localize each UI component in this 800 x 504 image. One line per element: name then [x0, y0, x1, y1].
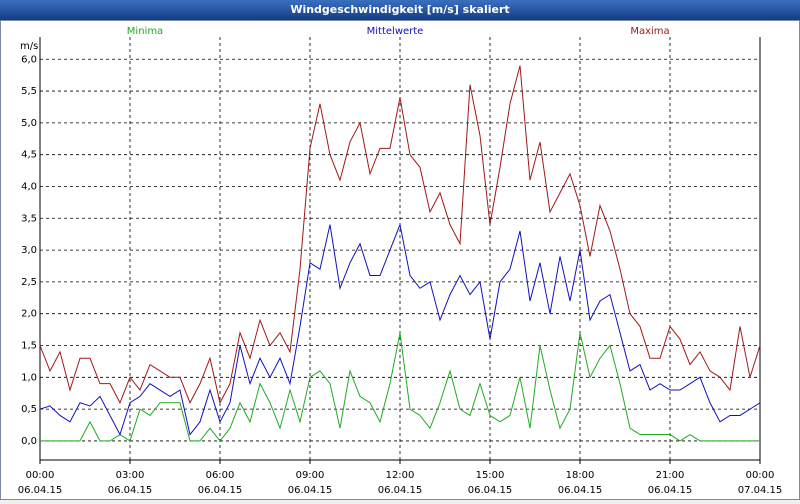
y-tick-label: 0,5 [21, 404, 37, 415]
y-tick-label: 6,0 [21, 54, 37, 65]
legend-label: Minima [127, 26, 163, 37]
y-tick-label: 5,5 [21, 86, 37, 97]
series-line [39, 222, 761, 436]
y-tick-label: 0,0 [21, 436, 37, 447]
x-tick-date: 06.04.15 [648, 485, 693, 496]
x-tick-date: 06.04.15 [468, 485, 513, 496]
window-title: Windgeschwindigkeit [m/s] skaliert [290, 3, 509, 16]
y-tick-label: 1,0 [21, 372, 37, 383]
x-tick-date: 06.04.15 [378, 485, 423, 496]
x-tick-label: 00:00 [746, 470, 775, 481]
y-tick-label: 3,5 [21, 213, 37, 224]
y-tick-label: 2,5 [21, 277, 37, 288]
y-tick-label: 1,5 [21, 341, 37, 352]
x-tick-label: 18:00 [566, 470, 595, 481]
x-tick-label: 12:00 [386, 470, 415, 481]
x-tick-label: 09:00 [296, 470, 325, 481]
series-line [40, 332, 760, 442]
series-line [39, 65, 761, 405]
x-tick-label: 21:00 [656, 470, 685, 481]
y-tick-label: 4,5 [21, 150, 37, 161]
x-tick-date: 07.04.15 [738, 485, 783, 496]
x-tick-date: 06.04.15 [288, 485, 333, 496]
x-tick-date: 06.04.15 [198, 485, 243, 496]
y-tick-label: 3,0 [21, 245, 37, 256]
legend-label: Maxima [630, 26, 669, 37]
y-tick-label: 4,0 [21, 181, 37, 192]
x-tick-label: 00:00 [26, 470, 55, 481]
x-tick-label: 15:00 [476, 470, 505, 481]
x-tick-label: 06:00 [206, 470, 235, 481]
x-tick-date: 06.04.15 [18, 485, 63, 496]
x-tick-date: 06.04.15 [108, 485, 153, 496]
y-unit: m/s [20, 41, 38, 52]
title-bar [0, 0, 800, 20]
y-tick-label: 2,0 [21, 309, 37, 320]
y-tick-label: 5,0 [21, 118, 37, 129]
legend-label: Mittelwerte [367, 26, 424, 37]
x-tick-label: 03:00 [116, 470, 145, 481]
x-tick-date: 06.04.15 [558, 485, 603, 496]
